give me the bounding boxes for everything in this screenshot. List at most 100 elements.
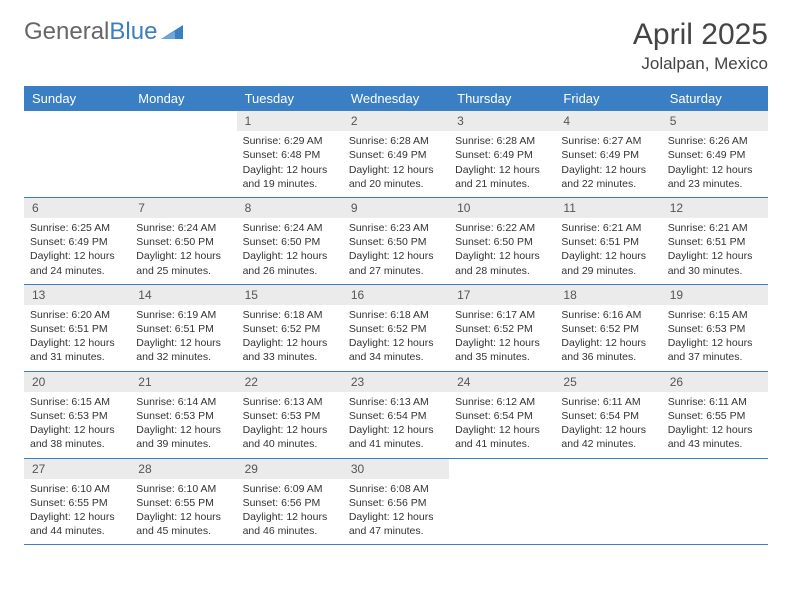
day-body: Sunrise: 6:20 AMSunset: 6:51 PMDaylight:… (24, 305, 130, 371)
day-body: Sunrise: 6:19 AMSunset: 6:51 PMDaylight:… (130, 305, 236, 371)
sunrise-text: Sunrise: 6:29 AM (243, 134, 337, 148)
day-cell: 28Sunrise: 6:10 AMSunset: 6:55 PMDayligh… (130, 459, 236, 545)
day-number: 2 (343, 111, 449, 131)
day-number: 11 (555, 198, 661, 218)
day-cell: 18Sunrise: 6:16 AMSunset: 6:52 PMDayligh… (555, 285, 661, 371)
sunrise-text: Sunrise: 6:21 AM (561, 221, 655, 235)
day-number: 20 (24, 372, 130, 392)
day-body: Sunrise: 6:21 AMSunset: 6:51 PMDaylight:… (555, 218, 661, 284)
sunrise-text: Sunrise: 6:25 AM (30, 221, 124, 235)
sunset-text: Sunset: 6:49 PM (30, 235, 124, 249)
sunset-text: Sunset: 6:50 PM (136, 235, 230, 249)
day-cell (662, 459, 768, 545)
day1-text: Daylight: 12 hours (243, 423, 337, 437)
day-cell: 30Sunrise: 6:08 AMSunset: 6:56 PMDayligh… (343, 459, 449, 545)
sunset-text: Sunset: 6:54 PM (349, 409, 443, 423)
day1-text: Daylight: 12 hours (30, 249, 124, 263)
sunrise-text: Sunrise: 6:21 AM (668, 221, 762, 235)
day1-text: Daylight: 12 hours (455, 423, 549, 437)
day-body: Sunrise: 6:10 AMSunset: 6:55 PMDaylight:… (130, 479, 236, 545)
day2-text: and 20 minutes. (349, 177, 443, 191)
day-header-row: SundayMondayTuesdayWednesdayThursdayFrid… (24, 86, 768, 111)
day-number: 13 (24, 285, 130, 305)
day2-text: and 34 minutes. (349, 350, 443, 364)
day1-text: Daylight: 12 hours (455, 249, 549, 263)
sunset-text: Sunset: 6:52 PM (455, 322, 549, 336)
sunrise-text: Sunrise: 6:18 AM (349, 308, 443, 322)
day-body: Sunrise: 6:13 AMSunset: 6:54 PMDaylight:… (343, 392, 449, 458)
sunset-text: Sunset: 6:53 PM (136, 409, 230, 423)
day-cell: 16Sunrise: 6:18 AMSunset: 6:52 PMDayligh… (343, 285, 449, 371)
day1-text: Daylight: 12 hours (349, 249, 443, 263)
day-body: Sunrise: 6:12 AMSunset: 6:54 PMDaylight:… (449, 392, 555, 458)
day-cell: 24Sunrise: 6:12 AMSunset: 6:54 PMDayligh… (449, 372, 555, 458)
day-body: Sunrise: 6:11 AMSunset: 6:54 PMDaylight:… (555, 392, 661, 458)
day2-text: and 28 minutes. (455, 264, 549, 278)
day2-text: and 42 minutes. (561, 437, 655, 451)
sunset-text: Sunset: 6:54 PM (561, 409, 655, 423)
day-body: Sunrise: 6:16 AMSunset: 6:52 PMDaylight:… (555, 305, 661, 371)
day-body: Sunrise: 6:15 AMSunset: 6:53 PMDaylight:… (24, 392, 130, 458)
day-cell: 7 Sunrise: 6:24 AMSunset: 6:50 PMDaylight… (130, 198, 236, 284)
day2-text: and 35 minutes. (455, 350, 549, 364)
day1-text: Daylight: 12 hours (349, 163, 443, 177)
day-body: Sunrise: 6:28 AMSunset: 6:49 PMDaylight:… (343, 131, 449, 197)
day-cell: 27Sunrise: 6:10 AMSunset: 6:55 PMDayligh… (24, 459, 130, 545)
day-cell: 20Sunrise: 6:15 AMSunset: 6:53 PMDayligh… (24, 372, 130, 458)
day2-text: and 43 minutes. (668, 437, 762, 451)
day2-text: and 23 minutes. (668, 177, 762, 191)
week-row: 13Sunrise: 6:20 AMSunset: 6:51 PMDayligh… (24, 285, 768, 372)
day-header: Thursday (449, 86, 555, 111)
day1-text: Daylight: 12 hours (455, 163, 549, 177)
day-number: 24 (449, 372, 555, 392)
day-body: Sunrise: 6:18 AMSunset: 6:52 PMDaylight:… (343, 305, 449, 371)
day-number: 16 (343, 285, 449, 305)
sunset-text: Sunset: 6:55 PM (136, 496, 230, 510)
day1-text: Daylight: 12 hours (136, 249, 230, 263)
day-number: 28 (130, 459, 236, 479)
day-number: 6 (24, 198, 130, 218)
day-body: Sunrise: 6:27 AMSunset: 6:49 PMDaylight:… (555, 131, 661, 197)
day-cell: 11Sunrise: 6:21 AMSunset: 6:51 PMDayligh… (555, 198, 661, 284)
day-body: Sunrise: 6:13 AMSunset: 6:53 PMDaylight:… (237, 392, 343, 458)
day1-text: Daylight: 12 hours (349, 336, 443, 350)
sunset-text: Sunset: 6:55 PM (30, 496, 124, 510)
sunset-text: Sunset: 6:49 PM (349, 148, 443, 162)
logo: GeneralBlue (24, 18, 183, 46)
day1-text: Daylight: 12 hours (668, 163, 762, 177)
sunrise-text: Sunrise: 6:28 AM (455, 134, 549, 148)
sunset-text: Sunset: 6:49 PM (455, 148, 549, 162)
day-body: Sunrise: 6:28 AMSunset: 6:49 PMDaylight:… (449, 131, 555, 197)
day2-text: and 41 minutes. (349, 437, 443, 451)
day-cell: 15Sunrise: 6:18 AMSunset: 6:52 PMDayligh… (237, 285, 343, 371)
day2-text: and 31 minutes. (30, 350, 124, 364)
day-body: Sunrise: 6:21 AMSunset: 6:51 PMDaylight:… (662, 218, 768, 284)
sunrise-text: Sunrise: 6:27 AM (561, 134, 655, 148)
day-cell: 5Sunrise: 6:26 AMSunset: 6:49 PMDaylight… (662, 111, 768, 197)
day-number: 3 (449, 111, 555, 131)
day-number: 7 (130, 198, 236, 218)
header: GeneralBlue April 2025 Jolalpan, Mexico (24, 18, 768, 74)
day-body: Sunrise: 6:26 AMSunset: 6:49 PMDaylight:… (662, 131, 768, 197)
day-number: 19 (662, 285, 768, 305)
day-number: 10 (449, 198, 555, 218)
day-cell: 10Sunrise: 6:22 AMSunset: 6:50 PMDayligh… (449, 198, 555, 284)
day-header: Saturday (662, 86, 768, 111)
day-body: Sunrise: 6:22 AMSunset: 6:50 PMDaylight:… (449, 218, 555, 284)
day-cell: 13Sunrise: 6:20 AMSunset: 6:51 PMDayligh… (24, 285, 130, 371)
day-cell (24, 111, 130, 197)
week-row: 1Sunrise: 6:29 AMSunset: 6:48 PMDaylight… (24, 111, 768, 198)
day1-text: Daylight: 12 hours (561, 336, 655, 350)
day1-text: Daylight: 12 hours (561, 163, 655, 177)
day2-text: and 33 minutes. (243, 350, 337, 364)
sunrise-text: Sunrise: 6:24 AM (136, 221, 230, 235)
day-number: 29 (237, 459, 343, 479)
day2-text: and 39 minutes. (136, 437, 230, 451)
day-cell (130, 111, 236, 197)
day-number: 15 (237, 285, 343, 305)
sunset-text: Sunset: 6:53 PM (30, 409, 124, 423)
day-header: Monday (130, 86, 236, 111)
day1-text: Daylight: 12 hours (668, 336, 762, 350)
sunset-text: Sunset: 6:52 PM (561, 322, 655, 336)
day-number: 27 (24, 459, 130, 479)
